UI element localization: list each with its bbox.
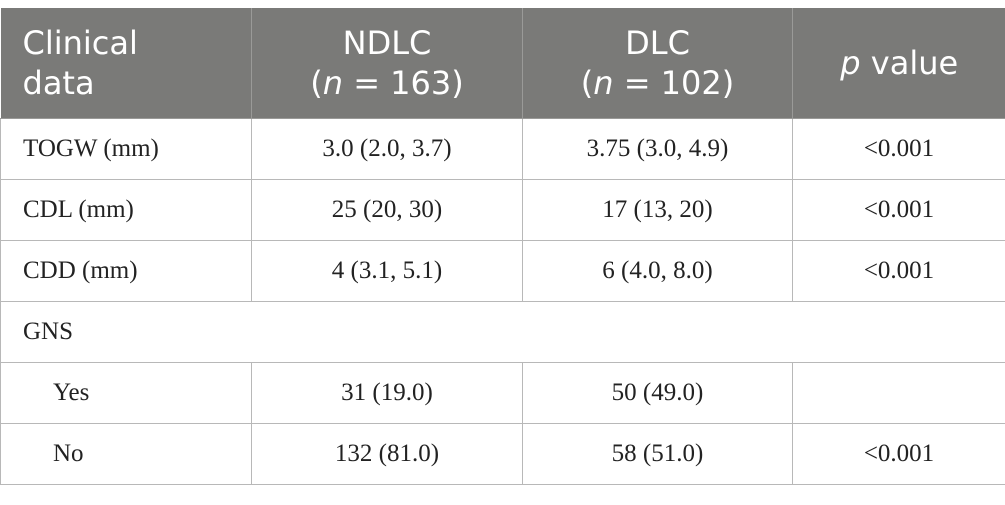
p-value bbox=[792, 362, 1005, 424]
header-dlc-n-symbol: n bbox=[593, 64, 614, 102]
p-value: <0.001 bbox=[792, 240, 1005, 302]
header-clinical-line2: data bbox=[22, 64, 95, 102]
row-label: CDD (mm) bbox=[0, 240, 252, 302]
p-value: <0.001 bbox=[792, 423, 1005, 485]
table-body: TOGW (mm) 3.0 (2.0, 3.7) 3.75 (3.0, 4.9)… bbox=[0, 118, 1005, 485]
ndlc-value: 25 (20, 30) bbox=[251, 179, 523, 241]
table-row: Yes 31 (19.0) 50 (49.0) bbox=[0, 362, 1005, 424]
header-dlc: DLC (n = 102) bbox=[522, 8, 793, 119]
header-ndlc: NDLC (n = 163) bbox=[251, 8, 523, 119]
row-label: CDL (mm) bbox=[0, 179, 252, 241]
table-row: CDD (mm) 4 (3.1, 5.1) 6 (4.0, 8.0) <0.00… bbox=[0, 240, 1005, 302]
header-ndlc-n-value: = 163) bbox=[343, 64, 464, 102]
table-row: CDL (mm) 25 (20, 30) 17 (13, 20) <0.001 bbox=[0, 179, 1005, 241]
ndlc-value: 31 (19.0) bbox=[251, 362, 523, 424]
header-ndlc-n-symbol: n bbox=[322, 64, 344, 102]
header-clinical-line1: Clinical bbox=[22, 24, 138, 62]
dlc-value: 58 (51.0) bbox=[522, 423, 793, 485]
header-dlc-open-paren: ( bbox=[580, 64, 594, 102]
row-sublabel: No bbox=[0, 423, 252, 485]
table-row: TOGW (mm) 3.0 (2.0, 3.7) 3.75 (3.0, 4.9)… bbox=[0, 118, 1005, 180]
header-ndlc-title: NDLC bbox=[342, 24, 432, 62]
dlc-value: 17 (13, 20) bbox=[522, 179, 793, 241]
table-row: No 132 (81.0) 58 (51.0) <0.001 bbox=[0, 423, 1005, 485]
header-clinical-data: Clinical data bbox=[0, 8, 252, 119]
header-row: Clinical data NDLC (n = 163) DLC (n = 10… bbox=[0, 8, 1005, 119]
table-row-group-gns: GNS bbox=[0, 301, 1005, 363]
dlc-value: 6 (4.0, 8.0) bbox=[522, 240, 793, 302]
clinical-data-table: Clinical data NDLC (n = 163) DLC (n = 10… bbox=[0, 8, 1005, 485]
dlc-value: 50 (49.0) bbox=[522, 362, 793, 424]
p-value: <0.001 bbox=[792, 118, 1005, 180]
header-p-symbol: p bbox=[840, 44, 861, 82]
header-dlc-title: DLC bbox=[625, 24, 690, 62]
header-p-rest: value bbox=[860, 44, 959, 82]
row-sublabel: Yes bbox=[0, 362, 252, 424]
ndlc-value: 132 (81.0) bbox=[251, 423, 523, 485]
group-label: GNS bbox=[0, 301, 1005, 363]
dlc-value: 3.75 (3.0, 4.9) bbox=[522, 118, 793, 180]
ndlc-value: 4 (3.1, 5.1) bbox=[251, 240, 523, 302]
row-label: TOGW (mm) bbox=[0, 118, 252, 180]
header-dlc-n-value: = 102) bbox=[613, 64, 735, 102]
p-value: <0.001 bbox=[792, 179, 1005, 241]
ndlc-value: 3.0 (2.0, 3.7) bbox=[251, 118, 523, 180]
header-p-value: p value bbox=[792, 8, 1005, 119]
header-ndlc-open-paren: ( bbox=[310, 64, 323, 102]
table-header: Clinical data NDLC (n = 163) DLC (n = 10… bbox=[0, 8, 1005, 119]
